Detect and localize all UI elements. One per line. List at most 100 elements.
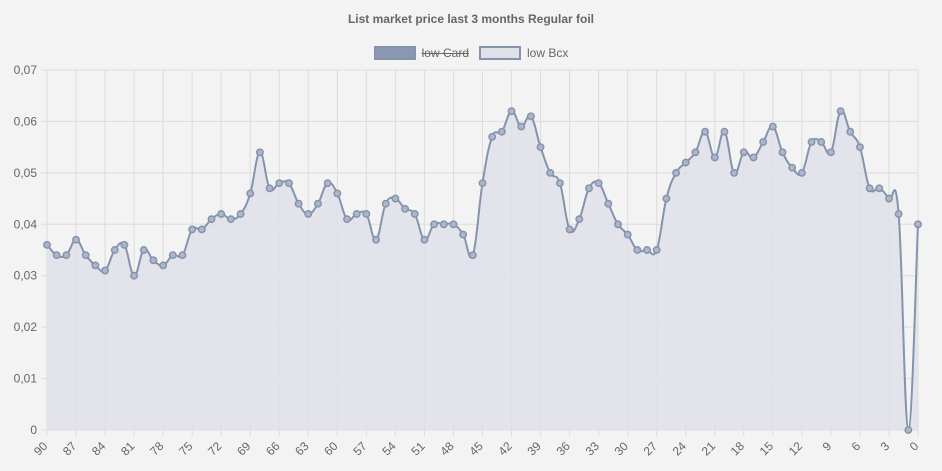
data-point [517,122,526,131]
data-point [526,112,535,121]
legend: low Card low Bcx [0,46,942,60]
data-point [91,261,100,270]
data-point [449,220,458,229]
x-tick-label: 81 [118,439,138,459]
x-tick-label: 3 [878,439,893,454]
data-point [168,251,177,260]
data-point [865,184,874,193]
x-tick-label: 87 [60,439,80,459]
data-point [130,271,139,280]
x-tick-label: 15 [757,439,777,459]
data-point [352,210,361,218]
x-tick-label: 9 [820,439,835,454]
x-tick-label: 63 [292,439,312,459]
data-point [662,194,671,203]
y-tick-label: 0,01 [14,372,38,386]
data-point [207,215,216,224]
data-point [343,215,351,224]
data-point [323,179,332,188]
data-point [81,251,90,260]
data-point [265,184,274,193]
data-point [797,168,806,177]
data-point [430,220,439,229]
data-point [62,251,71,260]
x-tick-label: 84 [89,439,109,459]
legend-item-low-card[interactable]: low Card [373,46,469,60]
chart-title: List market price last 3 months Regular … [347,12,595,26]
data-point [768,122,777,131]
x-tick-label: 18 [728,439,748,459]
x-tick-label: 21 [699,439,719,459]
x-tick-label: 60 [321,439,341,459]
x-tick-label: 75 [176,439,196,459]
x-tick-label: 33 [583,439,603,459]
data-point [439,220,448,229]
data-point [178,251,187,260]
x-tick-label: 48 [437,439,457,459]
data-point [759,138,768,146]
data-point [304,210,313,218]
legend-label-low-bcx: low Bcx [527,46,569,60]
y-tick-label: 0,04 [14,217,38,231]
data-point [294,199,303,208]
data-point [788,163,797,172]
data-point [739,148,748,157]
data-point [643,246,651,254]
data-point [43,240,51,249]
x-tick-label: 54 [379,439,399,459]
data-point [101,266,110,275]
data-point [159,261,168,270]
x-tick-label: 66 [263,439,283,459]
data-point [52,251,61,260]
x-tick-label: 72 [205,439,225,459]
data-point [468,251,477,260]
x-tick-label: 90 [31,439,51,459]
data-point [749,153,758,162]
data-point [730,168,739,177]
data-point [478,179,487,188]
data-point [410,210,419,218]
x-tick-label: 57 [350,439,370,459]
legend-label-low-card: low Card [421,46,469,60]
data-point [139,246,148,254]
data-point [894,210,903,218]
data-point [197,225,206,234]
x-tick-label: 45 [466,439,486,459]
data-point [826,148,835,157]
data-point [110,246,119,254]
data-point [817,138,826,146]
data-point [536,143,545,152]
data-point [226,215,235,224]
legend-item-low-bcx[interactable]: low Bcx [479,46,568,60]
data-point [362,210,371,218]
legend-swatch-low-bcx [479,46,521,60]
data-point [585,184,593,193]
data-point [836,107,845,116]
data-point [401,204,410,213]
data-point [149,256,158,265]
data-point [555,179,564,188]
data-point [652,246,661,254]
x-tick-label: 42 [495,439,515,459]
x-tick-label: 6 [849,439,864,454]
x-tick-label: 0 [907,439,922,454]
x-tick-label: 78 [147,439,167,459]
y-tick-label: 0 [30,423,37,437]
data-point [459,230,468,239]
data-point [255,148,264,157]
data-point [855,143,864,152]
data-point [604,199,613,208]
data-point [594,179,603,188]
x-tick-label: 36 [554,439,574,459]
x-tick-label: 27 [641,439,661,459]
x-tick-label: 12 [786,439,806,459]
series-area [47,110,918,430]
data-point [914,220,922,229]
data-point [710,153,719,162]
data-point [701,127,710,136]
data-point [391,194,400,203]
data-point [575,215,584,224]
data-point [284,179,293,188]
data-point [488,132,497,141]
data-point [120,240,129,249]
